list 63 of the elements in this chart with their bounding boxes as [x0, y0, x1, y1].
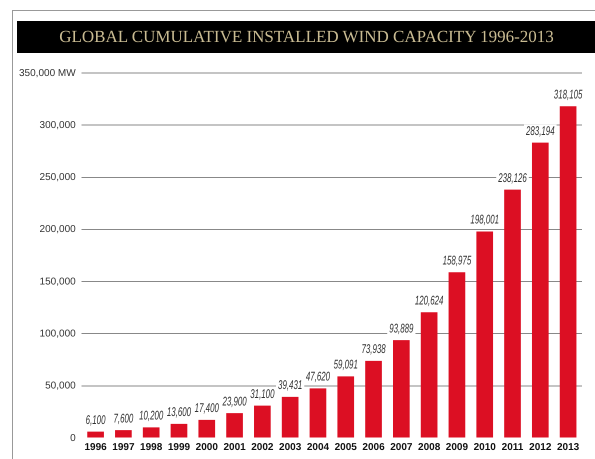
data-label: 198,001 — [470, 212, 500, 228]
x-tick-label: 2005 — [334, 442, 358, 453]
data-label: 7,600 — [113, 411, 134, 426]
data-label: 39,431 — [278, 378, 302, 393]
x-tick-label: 2007 — [390, 442, 413, 453]
data-label: 31,100 — [250, 386, 275, 402]
data-label: 318,105 — [554, 88, 583, 102]
bar — [310, 388, 326, 438]
y-tick-label: 250,000 — [40, 172, 76, 184]
y-tick-label: 200,000 — [40, 224, 76, 236]
bar — [226, 413, 243, 438]
x-tick-label: 1997 — [112, 442, 135, 453]
bar — [142, 427, 160, 438]
x-tick-label: 1999 — [168, 442, 191, 453]
x-tick-label: 2001 — [223, 442, 246, 453]
y-tick-label: 0 — [70, 432, 76, 444]
bar — [170, 424, 188, 438]
x-tick-label: 1998 — [140, 442, 163, 453]
bar — [420, 312, 438, 438]
x-tick-label: 2012 — [529, 442, 552, 453]
x-tick-label: 2000 — [196, 442, 218, 453]
data-label: 158,975 — [442, 254, 472, 268]
bar — [448, 272, 466, 438]
data-label: 238,126 — [497, 171, 527, 186]
x-tick-label: 2003 — [279, 442, 302, 453]
bar — [392, 340, 410, 438]
x-tick-label: 1996 — [84, 442, 108, 453]
y-tick-label: 150,000 — [40, 276, 76, 288]
bar — [87, 432, 104, 438]
data-label: 73,938 — [361, 342, 386, 357]
data-label: 93,889 — [389, 321, 414, 336]
y-tick-label: 350,000 MW — [18, 68, 76, 79]
bar — [254, 406, 271, 438]
x-tick-label: 2004 — [306, 442, 330, 453]
x-tick-label: 2009 — [446, 442, 468, 453]
bar — [560, 106, 576, 438]
data-label: 59,091 — [334, 358, 358, 372]
y-tick-label: 50,000 — [45, 380, 76, 392]
y-tick-label: 100,000 — [40, 328, 76, 340]
y-tick-label: 300,000 — [40, 120, 76, 131]
bar — [337, 376, 354, 438]
data-label: 283,194 — [525, 124, 555, 138]
bar — [532, 142, 549, 438]
bar — [504, 190, 521, 438]
x-tick-label: 2002 — [251, 442, 274, 453]
data-label: 17,400 — [194, 401, 219, 416]
bar — [282, 396, 298, 438]
x-tick-label: 2010 — [474, 442, 496, 453]
x-tick-label: 2006 — [362, 442, 386, 453]
data-label: 10,200 — [139, 408, 164, 424]
bar — [365, 360, 382, 438]
bar — [115, 430, 132, 438]
bar — [198, 420, 216, 438]
x-tick-label: 2008 — [418, 442, 441, 453]
data-label: 120,624 — [414, 294, 444, 308]
chart-title: GLOBAL CUMULATIVE INSTALLED WIND CAPACITY 1996-2013 — [17, 21, 595, 53]
x-tick-label: 2011 — [502, 442, 524, 453]
data-label: 47,620 — [306, 370, 330, 384]
data-label: 13,600 — [166, 405, 192, 420]
bar — [476, 232, 494, 438]
data-label: 6,100 — [86, 413, 106, 428]
x-tick-label: 2013 — [556, 442, 580, 453]
data-label: 23,900 — [222, 394, 247, 409]
